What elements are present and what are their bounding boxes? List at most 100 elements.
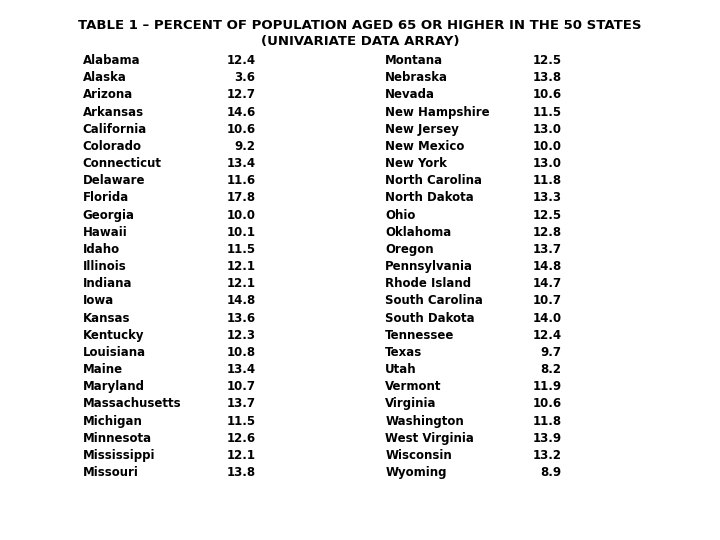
Text: Ohio: Ohio bbox=[385, 208, 415, 221]
Text: Missouri: Missouri bbox=[83, 466, 139, 479]
Text: South Dakota: South Dakota bbox=[385, 312, 474, 325]
Text: 10.0: 10.0 bbox=[533, 140, 562, 153]
Text: 13.7: 13.7 bbox=[227, 397, 256, 410]
Text: Colorado: Colorado bbox=[83, 140, 142, 153]
Text: Massachusetts: Massachusetts bbox=[83, 397, 181, 410]
Text: 12.6: 12.6 bbox=[227, 432, 256, 445]
Text: Mississippi: Mississippi bbox=[83, 449, 156, 462]
Text: North Carolina: North Carolina bbox=[385, 174, 482, 187]
Text: South Carolina: South Carolina bbox=[385, 294, 483, 307]
Text: Texas: Texas bbox=[385, 346, 423, 359]
Text: 13.7: 13.7 bbox=[533, 243, 562, 256]
Text: 13.0: 13.0 bbox=[533, 123, 562, 136]
Text: Oklahoma: Oklahoma bbox=[385, 226, 451, 239]
Text: (UNIVARIATE DATA ARRAY): (UNIVARIATE DATA ARRAY) bbox=[261, 35, 459, 48]
Text: Michigan: Michigan bbox=[83, 415, 143, 428]
Text: Nebraska: Nebraska bbox=[385, 71, 448, 84]
Text: 11.6: 11.6 bbox=[227, 174, 256, 187]
Text: 12.4: 12.4 bbox=[533, 329, 562, 342]
Text: TABLE 1 – PERCENT OF POPULATION AGED 65 OR HIGHER IN THE 50 STATES: TABLE 1 – PERCENT OF POPULATION AGED 65 … bbox=[78, 19, 642, 32]
Text: 10.6: 10.6 bbox=[533, 89, 562, 102]
Text: 3.6: 3.6 bbox=[235, 71, 256, 84]
Text: Wisconsin: Wisconsin bbox=[385, 449, 452, 462]
Text: 13.3: 13.3 bbox=[533, 191, 562, 204]
Text: Alabama: Alabama bbox=[83, 54, 140, 67]
Text: 13.6: 13.6 bbox=[227, 312, 256, 325]
Text: 10.8: 10.8 bbox=[227, 346, 256, 359]
Text: Rhode Island: Rhode Island bbox=[385, 277, 472, 290]
Text: 10.1: 10.1 bbox=[227, 226, 256, 239]
Text: Wyoming: Wyoming bbox=[385, 466, 446, 479]
Text: Kansas: Kansas bbox=[83, 312, 130, 325]
Text: New Jersey: New Jersey bbox=[385, 123, 459, 136]
Text: Washington: Washington bbox=[385, 415, 464, 428]
Text: Indiana: Indiana bbox=[83, 277, 132, 290]
Text: 11.5: 11.5 bbox=[533, 105, 562, 118]
Text: 11.8: 11.8 bbox=[533, 415, 562, 428]
Text: 14.0: 14.0 bbox=[533, 312, 562, 325]
Text: 8.2: 8.2 bbox=[541, 363, 562, 376]
Text: 9.2: 9.2 bbox=[235, 140, 256, 153]
Text: 12.8: 12.8 bbox=[533, 226, 562, 239]
Text: New Hampshire: New Hampshire bbox=[385, 105, 490, 118]
Text: Kentucky: Kentucky bbox=[83, 329, 144, 342]
Text: Pennsylvania: Pennsylvania bbox=[385, 260, 473, 273]
Text: New Mexico: New Mexico bbox=[385, 140, 464, 153]
Text: Alaska: Alaska bbox=[83, 71, 127, 84]
Text: Tennessee: Tennessee bbox=[385, 329, 454, 342]
Text: 12.7: 12.7 bbox=[227, 89, 256, 102]
Text: 11.9: 11.9 bbox=[533, 380, 562, 393]
Text: 13.8: 13.8 bbox=[227, 466, 256, 479]
Text: 9.7: 9.7 bbox=[541, 346, 562, 359]
Text: 12.5: 12.5 bbox=[533, 208, 562, 221]
Text: 11.8: 11.8 bbox=[533, 174, 562, 187]
Text: Nevada: Nevada bbox=[385, 89, 435, 102]
Text: 10.6: 10.6 bbox=[227, 123, 256, 136]
Text: Florida: Florida bbox=[83, 191, 129, 204]
Text: Vermont: Vermont bbox=[385, 380, 441, 393]
Text: Iowa: Iowa bbox=[83, 294, 114, 307]
Text: 13.9: 13.9 bbox=[533, 432, 562, 445]
Text: 11.5: 11.5 bbox=[227, 243, 256, 256]
Text: Connecticut: Connecticut bbox=[83, 157, 162, 170]
Text: 12.1: 12.1 bbox=[227, 277, 256, 290]
Text: Illinois: Illinois bbox=[83, 260, 127, 273]
Text: Maryland: Maryland bbox=[83, 380, 145, 393]
Text: 8.9: 8.9 bbox=[541, 466, 562, 479]
Text: 14.7: 14.7 bbox=[533, 277, 562, 290]
Text: 13.2: 13.2 bbox=[533, 449, 562, 462]
Text: Idaho: Idaho bbox=[83, 243, 120, 256]
Text: 10.7: 10.7 bbox=[533, 294, 562, 307]
Text: 12.5: 12.5 bbox=[533, 54, 562, 67]
Text: Georgia: Georgia bbox=[83, 208, 135, 221]
Text: 10.0: 10.0 bbox=[227, 208, 256, 221]
Text: Hawaii: Hawaii bbox=[83, 226, 127, 239]
Text: California: California bbox=[83, 123, 147, 136]
Text: 10.6: 10.6 bbox=[533, 397, 562, 410]
Text: 14.6: 14.6 bbox=[226, 105, 256, 118]
Text: Montana: Montana bbox=[385, 54, 444, 67]
Text: 13.0: 13.0 bbox=[533, 157, 562, 170]
Text: 14.8: 14.8 bbox=[226, 294, 256, 307]
Text: Virginia: Virginia bbox=[385, 397, 437, 410]
Text: 12.3: 12.3 bbox=[227, 329, 256, 342]
Text: Louisiana: Louisiana bbox=[83, 346, 146, 359]
Text: West Virginia: West Virginia bbox=[385, 432, 474, 445]
Text: Minnesota: Minnesota bbox=[83, 432, 152, 445]
Text: Delaware: Delaware bbox=[83, 174, 145, 187]
Text: 14.8: 14.8 bbox=[532, 260, 562, 273]
Text: 13.4: 13.4 bbox=[227, 363, 256, 376]
Text: Utah: Utah bbox=[385, 363, 417, 376]
Text: 10.7: 10.7 bbox=[227, 380, 256, 393]
Text: Arkansas: Arkansas bbox=[83, 105, 144, 118]
Text: New York: New York bbox=[385, 157, 447, 170]
Text: North Dakota: North Dakota bbox=[385, 191, 474, 204]
Text: 12.4: 12.4 bbox=[227, 54, 256, 67]
Text: 17.8: 17.8 bbox=[227, 191, 256, 204]
Text: Oregon: Oregon bbox=[385, 243, 434, 256]
Text: 11.5: 11.5 bbox=[227, 415, 256, 428]
Text: 13.8: 13.8 bbox=[533, 71, 562, 84]
Text: 12.1: 12.1 bbox=[227, 260, 256, 273]
Text: 13.4: 13.4 bbox=[227, 157, 256, 170]
Text: 12.1: 12.1 bbox=[227, 449, 256, 462]
